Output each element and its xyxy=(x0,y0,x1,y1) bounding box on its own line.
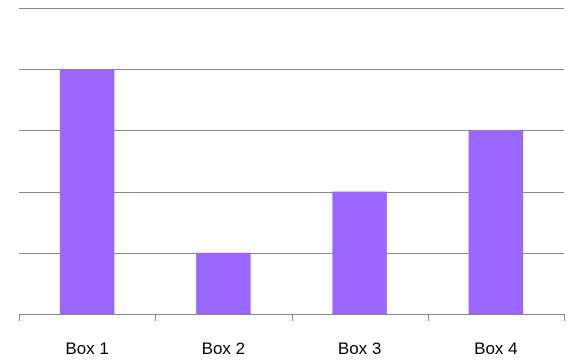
x-tick-label: Box 3 xyxy=(338,339,381,358)
x-tick-labels: Box 1 Box 2 Box 3 Box 4 xyxy=(65,339,517,358)
x-tick-label: Box 2 xyxy=(202,339,245,358)
bar-box-2 xyxy=(196,252,251,314)
bar-box-1 xyxy=(59,69,115,314)
bar-box-4 xyxy=(468,130,524,314)
bar-box-3 xyxy=(332,191,387,314)
x-axis xyxy=(19,314,565,321)
x-tick-label: Box 4 xyxy=(474,339,517,358)
bars xyxy=(59,69,524,314)
x-tick-label: Box 1 xyxy=(65,339,108,358)
